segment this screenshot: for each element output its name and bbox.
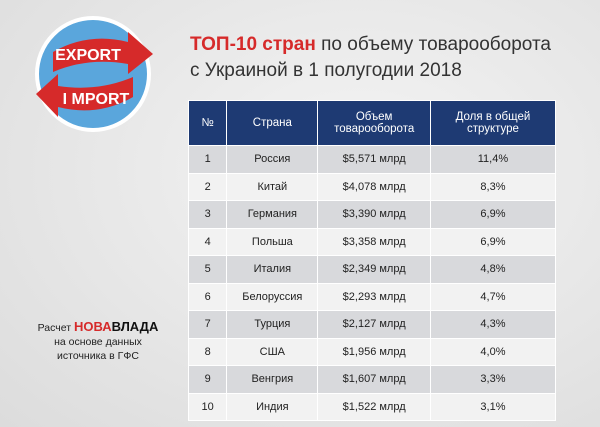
table-cell: $3,390 млрд (317, 200, 431, 229)
table-cell: 3 (187, 200, 228, 229)
table-cell: 3,1% (429, 392, 557, 421)
table-cell: Италия (226, 255, 319, 284)
column-header: Доля в общей структуре (429, 100, 557, 146)
table-cell: 3,3% (429, 365, 557, 394)
table-cell: Россия (226, 145, 319, 174)
table-row: 2 Китай $4,078 млрд 8,3% (187, 172, 557, 201)
table-cell: 6 (187, 282, 228, 311)
table-cell: $3,358 млрд (317, 227, 431, 256)
table-cell: 2 (187, 172, 228, 201)
table-cell: 5 (187, 255, 228, 284)
source-text: на основе данных (54, 336, 142, 348)
table-cell: 9 (187, 365, 228, 394)
table-cell: $1,522 млрд (317, 392, 431, 421)
table-row: 4 Польша $3,358 млрд 6,9% (187, 227, 557, 256)
table-cell: $2,349 млрд (317, 255, 431, 284)
table-cell: $2,127 млрд (317, 310, 431, 339)
table-cell: 11,4% (429, 145, 557, 174)
source-text: источника в ГФС (57, 350, 139, 362)
table-cell: 10 (187, 392, 228, 421)
table-cell: Индия (226, 392, 319, 421)
table-row: 10 Индия $1,522 млрд 3,1% (187, 392, 557, 421)
logo-import: I MPORT (63, 91, 130, 108)
title-line2: с Украиной в 1 полугодии 2018 (190, 60, 462, 81)
table-row: 8 США $1,956 млрд 4,0% (187, 337, 557, 366)
table-cell: 4,3% (429, 310, 557, 339)
table-cell: Белоруссия (226, 282, 319, 311)
brand: ВЛАДА (111, 319, 159, 334)
table-row: 1 Россия $5,571 млрд 11,4% (187, 145, 557, 174)
source-prefix: Расчет (37, 322, 72, 334)
table-cell: США (226, 337, 319, 366)
table-cell: Китай (226, 172, 319, 201)
table-cell: Германия (226, 200, 319, 229)
column-header: Объем товарооборота (317, 100, 431, 146)
header-row: № Страна Объем товарооборота Доля в общей с… (187, 100, 557, 146)
table-row: 5 Италия $2,349 млрд 4,8% (187, 255, 557, 284)
table-cell: $5,571 млрд (317, 145, 431, 174)
table-cell: $1,607 млрд (317, 365, 431, 394)
table-row: 9 Венгрия $1,607 млрд 3,3% (187, 365, 557, 394)
table-cell: 6,9% (429, 227, 557, 256)
source-note: Расчет НОВАВЛАДА на основе данных источн… (28, 320, 168, 363)
table-cell: 1 (187, 145, 228, 174)
table-cell: $1,956 млрд (317, 337, 431, 366)
brand: НОВА (73, 319, 112, 334)
table-cell: $4,078 млрд (317, 172, 431, 201)
table-cell: 4,7% (429, 282, 557, 311)
table-cell: 4,0% (429, 337, 557, 366)
title: ТОП-10 стран по объему товарооборота с У… (190, 32, 551, 84)
logo: EXPORT I MPORT (35, 16, 153, 132)
column-header: Страна (226, 100, 319, 146)
table-cell: 6,9% (429, 200, 557, 229)
title-text: по объему товарооборота (321, 34, 551, 55)
table-cell: Польша (226, 227, 319, 256)
table: № Страна Объем товарооборота Доля в общей с… (187, 100, 557, 421)
table-cell: 4,8% (429, 255, 557, 284)
column-header: № (187, 100, 228, 146)
table-cell: 4 (187, 227, 228, 256)
table-row: 3 Германия $3,390 млрд 6,9% (187, 200, 557, 229)
table-cell: Венгрия (226, 365, 319, 394)
table-cell: 7 (187, 310, 228, 339)
table-cell: 8 (187, 337, 228, 366)
table-row: 6 Белоруссия $2,293 млрд 4,7% (187, 282, 557, 311)
table-cell: Турция (226, 310, 319, 339)
table-cell: 8,3% (429, 172, 557, 201)
table-row: 7 Турция $2,127 млрд 4,3% (187, 310, 557, 339)
logo-export: EXPORT (55, 47, 121, 64)
title-accent: ТОП-10 стран (190, 34, 316, 55)
table-cell: $2,293 млрд (317, 282, 431, 311)
